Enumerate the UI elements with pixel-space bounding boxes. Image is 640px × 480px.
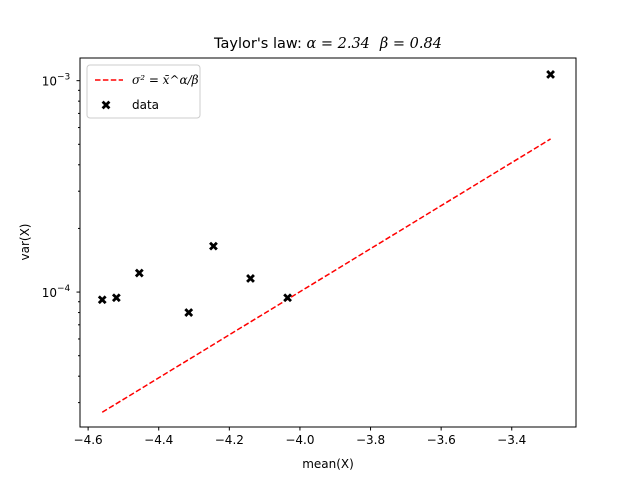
legend-box: [86, 64, 201, 119]
x-tick-label: −3.8: [356, 433, 385, 447]
data-point: [134, 268, 144, 278]
x-tick-label: −4.0: [285, 433, 314, 447]
x-axis-label: mean(X): [302, 457, 354, 471]
legend-marker-swatch: [101, 100, 111, 110]
line-layer: [101, 138, 551, 413]
legend-label-fit: σ² = x̄^α/β: [132, 73, 199, 87]
x-tick-label: −3.4: [497, 433, 526, 447]
title-alpha: α = 2.34: [306, 36, 369, 52]
y-tick-label: 10−3: [42, 73, 71, 89]
title-prefix: Taylor's law:: [213, 36, 306, 52]
data-point: [546, 70, 555, 79]
data-point: [184, 308, 194, 317]
legend: σ² = x̄^α/β data: [86, 64, 201, 119]
x-tick-label: −4.4: [144, 433, 173, 447]
data-point: [97, 295, 107, 305]
title-beta: β = 0.84: [379, 36, 442, 52]
data-point: [209, 241, 218, 251]
legend-marker-icon: [101, 100, 111, 110]
data-point: [246, 274, 255, 283]
marker-layer: [97, 70, 555, 317]
x-tick-label: −4.2: [215, 433, 244, 447]
chart-title: Taylor's law: α = 2.34 β = 0.84: [213, 36, 442, 52]
x-ticks: −4.6 −4.4 −4.2 −4.0 −3.8 −3.6 −3.4: [74, 427, 526, 447]
data-point: [111, 293, 121, 303]
fit-line: [101, 138, 551, 413]
data-point: [283, 293, 292, 303]
y-axis-label: var(X): [18, 224, 32, 261]
axes-frame: [79, 57, 577, 428]
x-tick-label: −4.6: [74, 433, 103, 447]
y-ticks: 10−4 10−3: [42, 73, 80, 404]
x-tick-label: −3.6: [427, 433, 456, 447]
legend-label-data: data: [132, 98, 159, 112]
y-tick-label: 10−4: [42, 284, 71, 300]
